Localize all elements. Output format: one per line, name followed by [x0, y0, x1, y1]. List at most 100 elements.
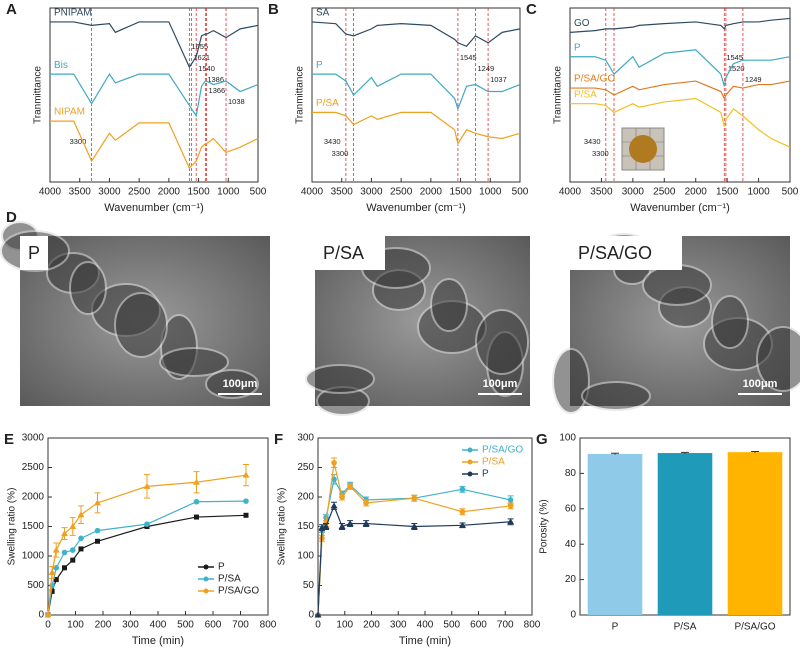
- panel-label: D: [6, 209, 17, 226]
- series-label: P/SA: [316, 98, 339, 109]
- legend-label: P/SA/GO: [218, 586, 259, 597]
- plot-frame: [569, 7, 791, 183]
- reference-label: 1520: [728, 64, 745, 73]
- reference-label: 3430: [324, 137, 341, 146]
- point: [194, 514, 199, 520]
- x-tick-label: 200: [363, 620, 380, 631]
- scale-label: 100μm: [223, 378, 258, 390]
- x-tick-label: 3000: [98, 187, 121, 198]
- error-bar: [681, 451, 689, 454]
- legend-marker: [203, 576, 209, 582]
- reference-label: 3300: [332, 149, 349, 158]
- x-tick-label: 600: [470, 620, 487, 631]
- y-tick-label: 250: [297, 462, 314, 473]
- legend-label: P: [482, 469, 489, 480]
- series-line: [50, 120, 259, 170]
- x-tick-label: 1000: [479, 187, 502, 198]
- y-tick-label: 3000: [22, 433, 45, 444]
- point: [52, 546, 60, 553]
- reference-label: 1621: [193, 53, 210, 62]
- legend-marker: [467, 459, 473, 465]
- bar: [727, 452, 783, 615]
- y-tick-label: 80: [565, 468, 577, 479]
- point: [143, 482, 151, 489]
- x-tick-label: 1000: [217, 187, 240, 198]
- y-axis-label: Tranmittance: [295, 66, 306, 124]
- point: [53, 577, 59, 583]
- x-tick-label: 800: [260, 620, 277, 631]
- pore: [552, 348, 590, 414]
- x-tick-label: 700: [497, 620, 514, 631]
- series-label: SA: [316, 8, 330, 19]
- reference-label: 1545: [460, 53, 477, 62]
- sem-label: P: [28, 243, 40, 263]
- sem-label-bg: [315, 236, 385, 270]
- y-tick-label: 150: [297, 521, 314, 532]
- legend-marker: [203, 588, 209, 594]
- x-tick-label: P/SA: [674, 622, 697, 633]
- y-axis-label: Porosity (%): [539, 499, 550, 553]
- point: [62, 565, 67, 571]
- point: [61, 530, 68, 537]
- x-tick-label: 2000: [158, 187, 181, 198]
- x-tick-label: 4000: [301, 187, 324, 198]
- reference-label: 3300: [70, 137, 87, 146]
- x-tick-label: 500: [443, 620, 460, 631]
- reference-label: 3300: [592, 149, 609, 158]
- point: [507, 497, 514, 503]
- y-tick-label: 200: [297, 492, 314, 503]
- pore: [305, 364, 375, 394]
- point: [411, 495, 418, 501]
- x-tick-label: 500: [177, 620, 194, 631]
- pore: [430, 278, 468, 332]
- reference-label: 1249: [477, 64, 494, 73]
- sem-images: P 100μm P/SA 100μm P/SA/GO 100μm: [0, 221, 800, 416]
- point: [338, 523, 346, 529]
- x-tick-label: 2500: [128, 187, 151, 198]
- point: [314, 611, 322, 618]
- point: [95, 538, 100, 544]
- x-tick-label: 700: [232, 620, 249, 631]
- point: [410, 523, 418, 529]
- x-axis-label: Wavenumber (cm⁻¹): [366, 202, 466, 214]
- reference-label: 1655: [191, 42, 208, 51]
- y-tick-label: 1000: [22, 551, 45, 562]
- x-tick-label: 2500: [390, 187, 413, 198]
- y-tick-label: 50: [303, 580, 315, 591]
- point: [48, 569, 56, 576]
- y-axis-label: Tranmittance: [33, 66, 44, 124]
- x-tick-label: P/SA/GO: [734, 622, 775, 633]
- point: [69, 547, 76, 553]
- point: [49, 588, 55, 594]
- x-axis-label: Wavenumber (cm⁻¹): [630, 202, 730, 214]
- point: [459, 486, 466, 493]
- point: [339, 494, 345, 500]
- x-tick-label: 2000: [420, 187, 443, 198]
- point: [94, 499, 101, 506]
- series-line: [311, 21, 521, 47]
- plot-frame: [49, 7, 259, 183]
- reference-label: 3430: [584, 137, 601, 146]
- y-tick-label: 60: [565, 503, 577, 514]
- y-tick-label: 20: [565, 574, 577, 585]
- y-tick-label: 2500: [22, 462, 45, 473]
- series-line: [570, 97, 791, 148]
- x-axis-label: Time (min): [399, 635, 451, 647]
- point: [44, 611, 52, 618]
- series-line: [317, 504, 511, 616]
- point: [362, 520, 370, 527]
- series-line: [50, 73, 259, 118]
- x-tick-label: 3500: [69, 187, 92, 198]
- sem-label: P/SA: [323, 243, 364, 263]
- series-line: [47, 474, 247, 616]
- pore: [159, 347, 229, 377]
- series-line: [312, 111, 521, 146]
- legend-marker: [467, 471, 473, 477]
- series-label: PNIPAM: [54, 8, 92, 19]
- point: [243, 498, 249, 504]
- sem-label: P/SA/GO: [578, 243, 652, 263]
- panel-label: B: [268, 1, 279, 18]
- series-line: [570, 49, 791, 87]
- x-tick-label: 300: [390, 620, 407, 631]
- x-tick-label: 400: [150, 620, 167, 631]
